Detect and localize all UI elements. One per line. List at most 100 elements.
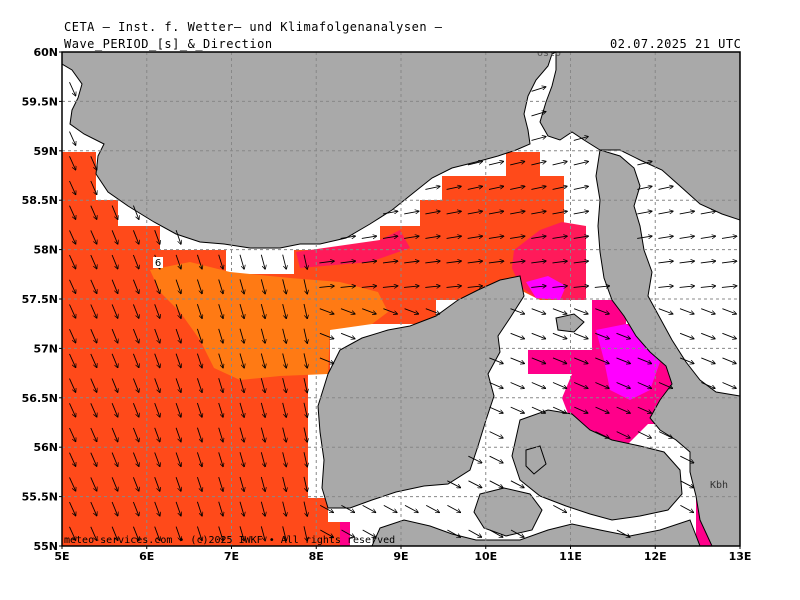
- wave-direction-arrow: [260, 279, 265, 294]
- wave-direction-arrow: [382, 236, 398, 238]
- wave-direction-arrow: [218, 304, 223, 318]
- wave-direction-arrow: [260, 378, 265, 393]
- wave-direction-arrow: [90, 254, 97, 269]
- wave-direction-arrow: [362, 529, 376, 537]
- wave-direction-arrow: [573, 261, 589, 263]
- wave-direction-arrow: [303, 452, 307, 467]
- wave-direction-arrow: [510, 480, 524, 488]
- wave-direction-arrow: [341, 505, 354, 512]
- wave-direction-arrow: [69, 131, 76, 146]
- lat-tick-label: 57N: [33, 342, 58, 355]
- lat-tick-label: 56.5N: [22, 392, 58, 405]
- wave-direction-arrow: [90, 205, 97, 220]
- wave-direction-arrow: [303, 254, 307, 270]
- wave-direction-arrow: [218, 254, 223, 269]
- wave-direction-arrow: [404, 261, 419, 263]
- map-title: CETA – Inst. f. Wetter– und Klimafolgena…: [64, 20, 443, 34]
- wave-direction-arrow: [132, 378, 139, 393]
- wave-direction-arrow: [340, 332, 355, 339]
- wave-direction-arrow: [552, 357, 567, 364]
- wave-direction-arrow: [700, 236, 716, 238]
- wave-direction-arrow: [531, 137, 547, 141]
- wave-direction-arrow: [239, 328, 244, 344]
- wave-direction-arrow: [132, 403, 139, 417]
- wave-direction-arrow: [595, 431, 610, 439]
- wave-direction-arrow: [658, 186, 674, 190]
- wave-direction-arrow: [175, 353, 181, 368]
- lat-tick-label: 58N: [33, 244, 58, 257]
- wave-direction-arrow: [531, 357, 546, 364]
- wave-direction-arrow: [282, 279, 287, 294]
- wave-direction-arrow: [303, 353, 307, 368]
- wave-direction-arrow: [700, 211, 716, 215]
- lon-tick-label: 13E: [729, 550, 752, 563]
- lat-tick-label: 55N: [33, 540, 58, 553]
- wave-direction-arrow: [196, 328, 202, 343]
- wave-direction-arrow: [679, 211, 695, 215]
- wave-direction-arrow: [154, 378, 160, 392]
- wave-direction-arrow: [175, 328, 181, 343]
- wave-direction-arrow: [282, 353, 287, 369]
- wave-direction-arrow: [175, 402, 181, 417]
- wave-direction-arrow: [467, 286, 483, 288]
- wave-direction-arrow: [319, 286, 334, 288]
- wave-direction-arrow: [69, 205, 76, 220]
- wave-direction-arrow: [595, 332, 609, 339]
- wave-direction-arrow: [573, 332, 588, 339]
- wave-direction-arrow: [90, 477, 97, 491]
- lon-tick-label: 12E: [644, 550, 667, 563]
- wave-direction-arrow: [679, 332, 694, 339]
- wave-direction-arrow: [132, 477, 139, 491]
- wave-direction-arrow: [552, 286, 567, 288]
- wave-direction-arrow: [218, 476, 223, 491]
- wave-direction-arrow: [637, 211, 652, 215]
- wave-direction-arrow: [69, 427, 76, 442]
- wave-direction-arrow: [175, 254, 181, 269]
- lon-tick-label: 10E: [474, 550, 497, 563]
- wave-direction-arrow: [132, 328, 139, 343]
- contour-label-bg: [153, 257, 163, 268]
- wave-direction-arrow: [722, 308, 736, 314]
- wave-direction-arrow: [260, 526, 265, 541]
- wave-direction-arrow: [658, 236, 673, 238]
- wave-direction-arrow: [616, 406, 631, 413]
- wave-direction-arrow: [679, 261, 695, 263]
- wave-direction-arrow: [552, 186, 568, 190]
- wave-direction-arrow: [196, 526, 202, 541]
- wave-direction-arrow: [69, 82, 76, 96]
- wave-direction-arrow: [132, 427, 139, 442]
- wave-direction-arrow: [721, 286, 737, 288]
- lat-tick-label: 59.5N: [22, 95, 58, 108]
- wave-direction-arrow: [111, 501, 118, 516]
- lon-tick-label: 6E: [139, 550, 154, 563]
- wave-direction-arrow: [700, 286, 716, 288]
- wave-direction-arrow: [722, 357, 737, 364]
- wave-direction-arrow: [320, 529, 333, 537]
- wave-direction-arrow: [111, 205, 118, 220]
- wave-direction-arrow: [510, 186, 525, 190]
- wave-direction-arrow: [239, 353, 244, 369]
- wave-direction-arrow: [218, 402, 223, 417]
- wave-direction-arrow: [616, 332, 631, 339]
- wave-direction-arrow: [239, 427, 244, 443]
- wave-direction-arrow: [218, 427, 223, 442]
- wave-direction-arrow: [175, 427, 181, 442]
- wave-direction-arrow: [362, 505, 376, 512]
- wave-direction-arrow: [319, 332, 334, 339]
- wave-direction-arrow: [679, 236, 695, 238]
- wave-direction-arrow: [239, 303, 244, 319]
- lat-tick-label: 57.5N: [22, 293, 58, 306]
- wave-direction-arrow: [196, 304, 202, 318]
- wave-direction-arrow: [132, 304, 139, 318]
- wave-direction-arrow: [132, 501, 139, 516]
- wave-direction-arrow: [239, 378, 244, 393]
- wave-direction-arrow: [658, 382, 673, 389]
- wave-direction-arrow: [467, 236, 483, 238]
- wave-direction-arrow: [531, 87, 546, 92]
- wave-direction-arrow: [574, 357, 588, 364]
- wave-direction-arrow: [260, 353, 265, 369]
- wave-direction-arrow: [510, 332, 525, 339]
- wave-direction-arrow: [446, 286, 462, 288]
- wave-direction-arrow: [154, 526, 160, 541]
- wave-direction-arrow: [637, 406, 652, 413]
